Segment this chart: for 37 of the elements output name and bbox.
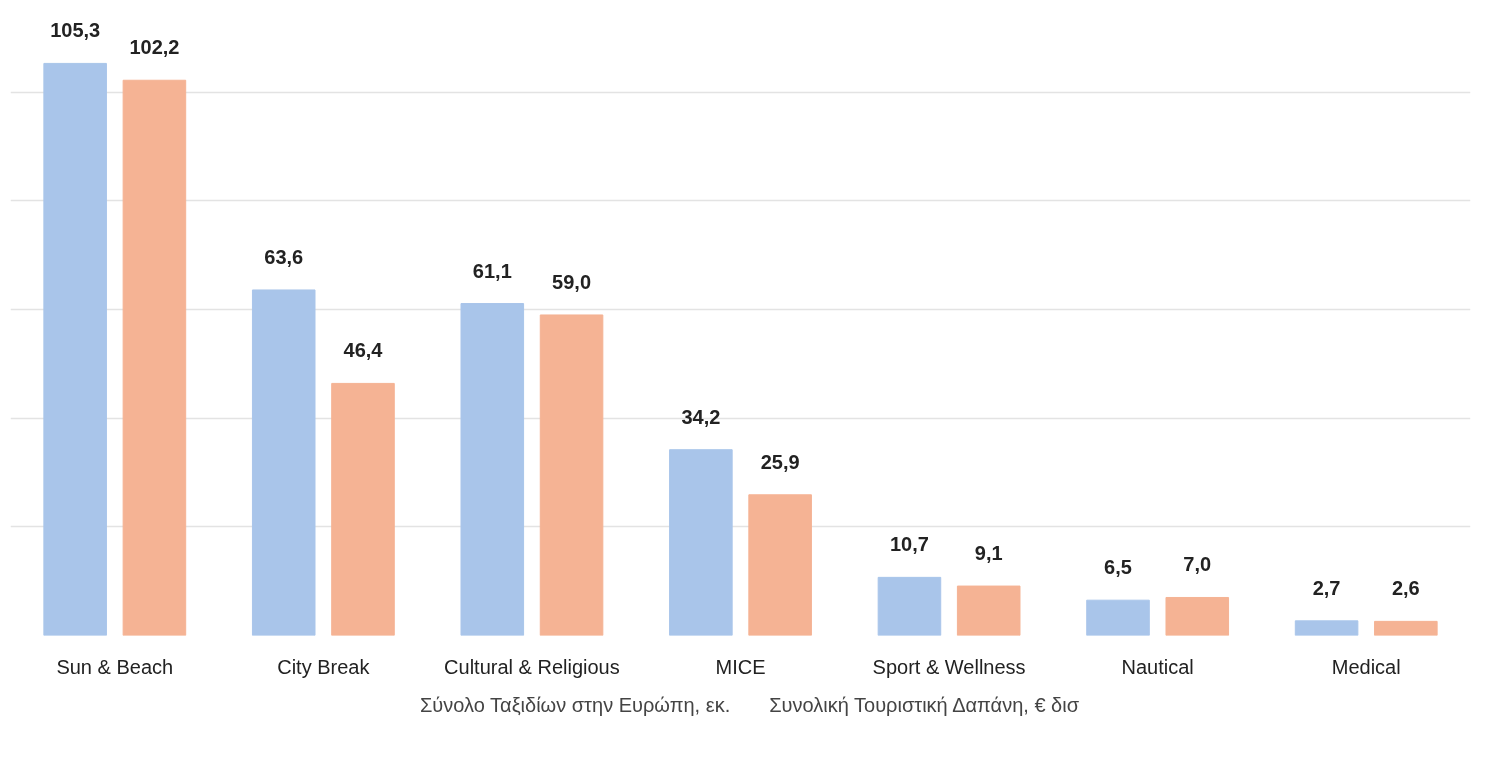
data-label: 2,7 — [1312, 576, 1341, 599]
data-label: 7,0 — [1183, 553, 1212, 576]
bar — [956, 585, 1021, 636]
bar — [1165, 596, 1230, 636]
bar — [251, 289, 316, 636]
bar — [331, 382, 395, 636]
data-label: 34,2 — [681, 405, 721, 428]
x-tick-label: Cultural & Religious — [444, 655, 620, 678]
bar — [460, 303, 525, 636]
bar — [1374, 620, 1438, 636]
x-tick-label: City Break — [277, 655, 371, 678]
data-label: 2,6 — [1391, 577, 1420, 600]
data-label: 59,0 — [552, 270, 592, 293]
x-tick-label: Medical — [1331, 655, 1401, 678]
data-label: 102,2 — [129, 36, 180, 59]
data-label: 6,5 — [1104, 556, 1132, 579]
text: Σύνολο Ταξιδίων στην Ευρώπη, εκ. — [419, 693, 731, 717]
data-label: 46,4 — [343, 339, 384, 362]
bar — [1086, 599, 1150, 636]
x-tick-label: MICE — [715, 655, 766, 678]
bar — [1294, 620, 1359, 636]
data-label: 63,6 — [264, 245, 304, 268]
bar — [43, 62, 107, 636]
bar — [748, 494, 812, 636]
data-label: 105,3 — [50, 19, 101, 42]
x-tick-label: Nautical — [1121, 655, 1194, 678]
bar — [122, 79, 187, 636]
text: Συνολική Τουριστική Δαπάνη, € δισ — [769, 693, 1080, 717]
x-tick-label: Sun & Beach — [56, 655, 174, 678]
data-label: 9,1 — [974, 542, 1003, 565]
bar — [877, 576, 942, 636]
bar — [539, 314, 604, 636]
data-label: 10,7 — [889, 533, 929, 556]
data-label: 61,1 — [472, 259, 512, 282]
x-tick-label: Sport & Wellness — [872, 655, 1026, 678]
data-label: 25,9 — [760, 450, 800, 473]
bar — [669, 449, 733, 636]
